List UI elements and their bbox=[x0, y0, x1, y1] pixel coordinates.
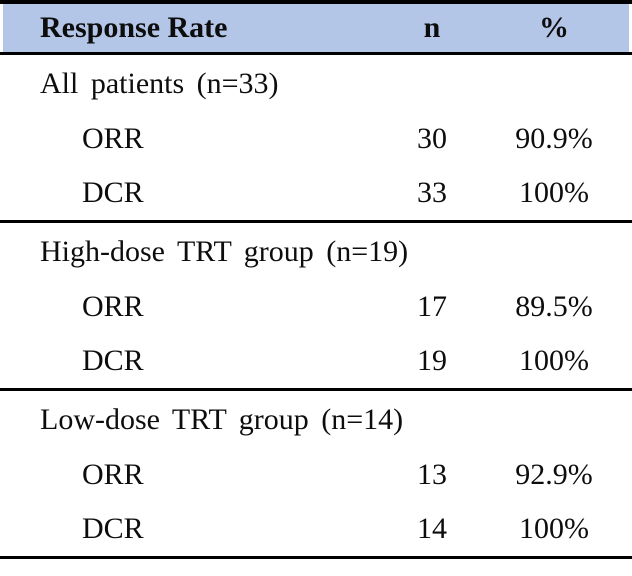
header-percent: % bbox=[476, 2, 632, 55]
group-row: All patients (n=33) bbox=[0, 54, 632, 113]
percent-value: 100% bbox=[519, 344, 589, 377]
table-row: DCR 33 100% bbox=[0, 166, 632, 222]
group-label: All patients (n=33) bbox=[40, 66, 279, 100]
response-rate-table: Response Rate n % All patients (n=33) ORR… bbox=[0, 0, 632, 559]
percent-value: 100% bbox=[519, 176, 589, 209]
table-row: ORR 17 89.5% bbox=[0, 280, 632, 334]
header-n: n bbox=[388, 2, 476, 55]
row-label: DCR bbox=[82, 344, 144, 377]
percent-value: 90.9% bbox=[515, 122, 593, 155]
n-value: 30 bbox=[417, 122, 447, 155]
row-label: DCR bbox=[82, 512, 144, 545]
group-label: High-dose TRT group (n=19) bbox=[0, 220, 632, 280]
percent-value: 100% bbox=[519, 512, 589, 545]
n-value: 17 bbox=[417, 290, 447, 323]
row-label: ORR bbox=[82, 122, 144, 155]
percent-value: 92.9% bbox=[515, 458, 593, 491]
response-rate-table-container: Response Rate n % All patients (n=33) ORR… bbox=[0, 0, 632, 559]
table-row: ORR 13 92.9% bbox=[0, 448, 632, 502]
group-row: High-dose TRT group (n=19) bbox=[0, 220, 632, 280]
table-header: Response Rate n % bbox=[0, 2, 632, 55]
n-value: 14 bbox=[417, 512, 447, 545]
row-label: ORR bbox=[82, 290, 144, 323]
table-body: All patients (n=33) ORR 30 90.9% DCR 33 100% Hi… bbox=[0, 54, 632, 558]
n-value: 33 bbox=[417, 176, 447, 209]
group-label: Low-dose TRT group (n=14) bbox=[0, 388, 632, 448]
table-row: DCR 14 100% bbox=[0, 502, 632, 558]
row-label: ORR bbox=[82, 458, 144, 491]
table-header-row: Response Rate n % bbox=[0, 2, 632, 55]
table-row: ORR 30 90.9% bbox=[0, 112, 632, 166]
group-row: Low-dose TRT group (n=14) bbox=[0, 388, 632, 448]
row-label: DCR bbox=[82, 176, 144, 209]
table-row: DCR 19 100% bbox=[0, 334, 632, 390]
percent-value: 89.5% bbox=[515, 290, 593, 323]
header-response-rate: Response Rate bbox=[0, 2, 388, 55]
n-value: 13 bbox=[417, 458, 447, 491]
n-value: 19 bbox=[417, 344, 447, 377]
